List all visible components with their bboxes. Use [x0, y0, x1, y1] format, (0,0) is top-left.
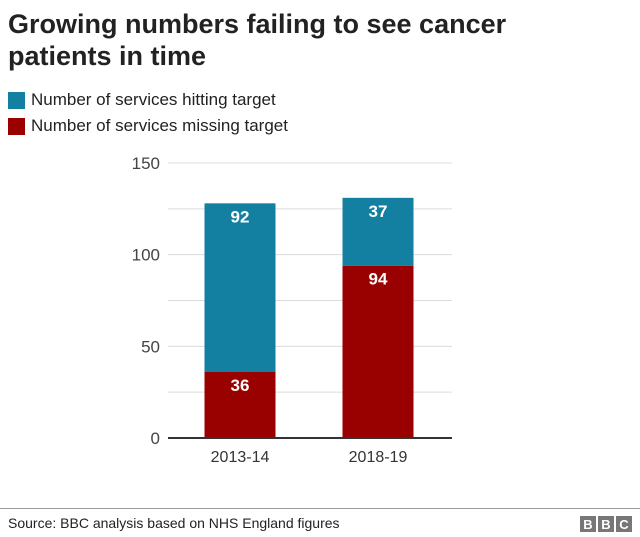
y-tick-label: 50 — [141, 337, 160, 356]
legend-label: Number of services hitting target — [31, 90, 276, 109]
chart-title: Growing numbers failing to see cancer pa… — [8, 9, 507, 71]
legend-swatch — [8, 91, 25, 109]
y-tick-label: 100 — [132, 246, 160, 265]
legend-item-hitting: Number of services hitting target — [8, 87, 288, 113]
x-tick-label: 2013-14 — [211, 449, 270, 466]
bar-segment — [204, 372, 276, 438]
chart-plot: 0 50 100 150 36 92 2013-14 94 37 2018-19 — [132, 154, 452, 466]
footer: Source: BBC analysis based on NHS Englan… — [0, 508, 640, 532]
y-tick-label: 0 — [151, 429, 160, 448]
data-label: 92 — [231, 207, 250, 226]
legend-item-missing: Number of services missing target — [8, 113, 288, 139]
source-text: Source: BBC analysis based on NHS Englan… — [8, 515, 340, 531]
legend: Number of services hitting target Number… — [8, 87, 288, 139]
data-label: 36 — [231, 376, 250, 395]
bar-segment — [204, 203, 276, 372]
data-label: 37 — [369, 202, 388, 221]
x-tick-label: 2018-19 — [349, 449, 408, 466]
legend-swatch — [8, 117, 25, 135]
bar-segment — [342, 197, 414, 266]
y-tick-label: 150 — [132, 154, 160, 173]
bar-segment — [342, 265, 414, 438]
legend-label: Number of services missing target — [31, 116, 288, 135]
data-label: 94 — [369, 270, 388, 289]
